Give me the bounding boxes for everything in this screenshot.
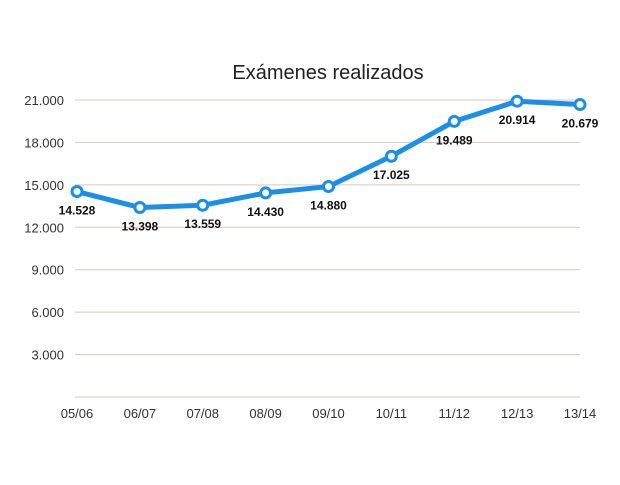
y-tick-label: 9.000 (31, 263, 64, 278)
x-tick-label: 09/10 (312, 406, 345, 421)
y-tick-label: 12.000 (24, 220, 64, 235)
data-point (447, 114, 461, 128)
chart-title: Exámenes realizados (232, 62, 423, 84)
x-axis-ticks: 05/06 06/07 07/08 08/09 09/10 10/11 11/12 12/13… (61, 406, 597, 421)
data-label: 20.679 (562, 117, 599, 131)
x-tick-label: 11/12 (438, 406, 470, 421)
data-label: 13.398 (122, 220, 159, 234)
data-label: 20.914 (499, 113, 536, 127)
y-tick-label: 15.000 (24, 178, 64, 193)
data-point (259, 186, 273, 200)
data-point (510, 94, 524, 108)
x-tick-label: 06/07 (124, 406, 157, 421)
data-label: 14.430 (247, 205, 284, 219)
data-point (70, 185, 84, 199)
data-label: 14.880 (310, 199, 347, 213)
data-label: 19.489 (436, 133, 473, 147)
y-tick-label: 3.000 (31, 348, 64, 363)
series-layer (70, 94, 587, 215)
y-axis-ticks: 3.000 6.000 9.000 12.000 15.000 18.000 21.000 (24, 93, 64, 363)
data-point (384, 149, 398, 163)
data-label-layer: 14.528 13.398 13.559 14.430 14.880 17.025 19.4… (59, 113, 599, 233)
x-tick-label: 10/11 (376, 406, 408, 421)
data-label: 17.025 (373, 168, 410, 182)
x-tick-label: 08/09 (249, 406, 282, 421)
y-tick-label: 18.000 (24, 135, 64, 150)
x-tick-label: 13/14 (564, 406, 597, 421)
data-point (196, 198, 210, 212)
data-point (133, 201, 147, 215)
y-tick-label: 21.000 (24, 93, 64, 108)
data-point (573, 98, 587, 112)
data-label: 13.559 (184, 217, 221, 231)
data-point (322, 180, 335, 194)
x-tick-label: 05/06 (61, 406, 94, 421)
grid-layer (75, 99, 580, 398)
x-tick-label: 07/08 (186, 406, 219, 421)
y-tick-label: 6.000 (31, 305, 64, 320)
x-tick-label: 12/13 (501, 406, 534, 421)
data-label: 14.528 (59, 204, 96, 218)
